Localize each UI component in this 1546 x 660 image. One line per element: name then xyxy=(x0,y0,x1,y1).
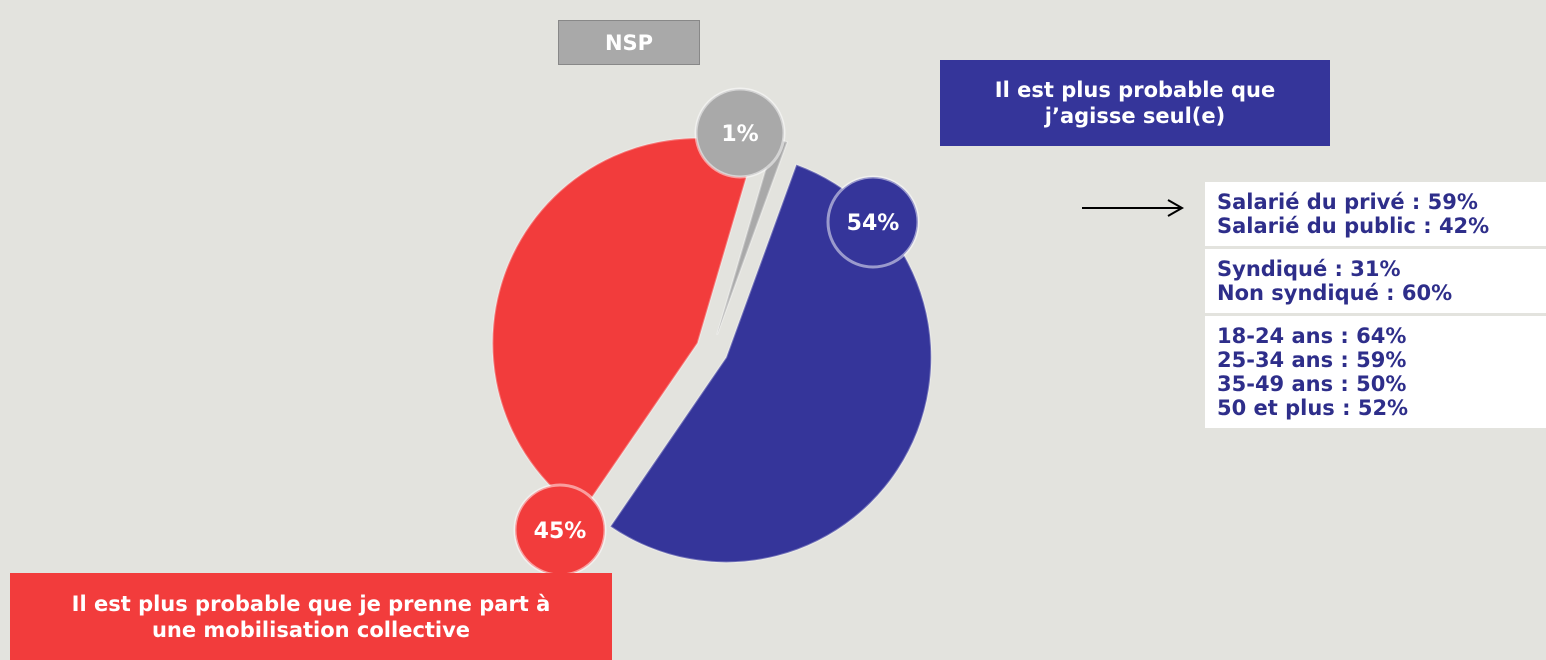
value-bubble xyxy=(694,87,786,179)
legend-label: NSP xyxy=(558,20,700,65)
value-bubble xyxy=(826,175,920,269)
breakdown-item: 35-49 ans : 50% xyxy=(1217,372,1407,396)
legend-label: Il est plus probable que j’agisse seul(e… xyxy=(940,60,1330,146)
breakdown-item: Non syndiqué : 60% xyxy=(1217,281,1453,305)
breakdown-item: 25-34 ans : 59% xyxy=(1217,348,1407,372)
pie-slice xyxy=(491,137,757,514)
breakdown-group: 18-24 ans : 64% 25-34 ans : 59% 35-49 ans … xyxy=(1205,316,1546,428)
breakdown-group: Syndiqué : 31% Non syndiqué : 60% xyxy=(1205,249,1546,316)
breakdown-item: Syndiqué : 31% xyxy=(1217,257,1401,281)
breakdown-item: 50 et plus : 52% xyxy=(1217,396,1409,420)
breakdown-panel: Salarié du privé : 59% Salarié du public … xyxy=(1205,182,1546,428)
breakdown-group: Salarié du privé : 59% Salarié du public … xyxy=(1205,182,1546,249)
breakdown-item: Salarié du public : 42% xyxy=(1217,214,1490,238)
value-label: 54% xyxy=(847,211,900,236)
value-label: 1% xyxy=(721,122,758,147)
breakdown-item: 18-24 ans : 64% xyxy=(1217,324,1407,348)
value-label: 45% xyxy=(534,519,587,544)
arrow-head xyxy=(1167,199,1185,217)
breakdown-item: Salarié du privé : 59% xyxy=(1217,190,1478,214)
legend-label: Il est plus probable que je prenne part … xyxy=(10,573,612,660)
